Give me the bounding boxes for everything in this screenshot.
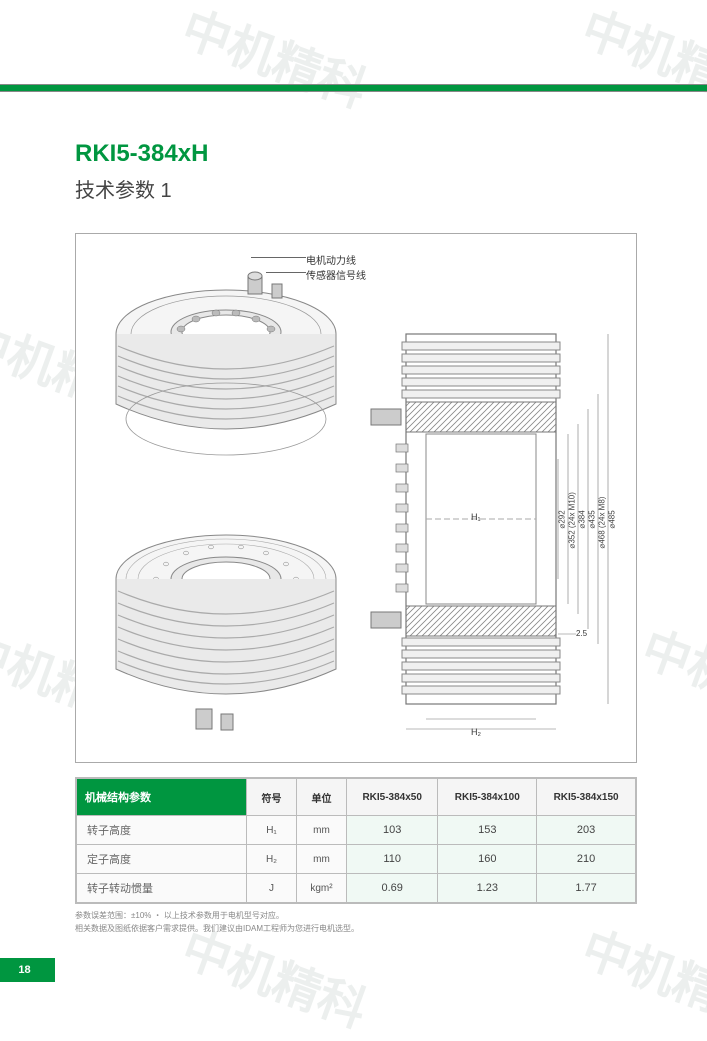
motor-iso-top [96, 254, 356, 474]
watermark: 中机精科 [574, 0, 707, 121]
table-row: 转子转动惯量 J kgm² 0.69 1.23 1.77 [77, 874, 636, 903]
motor-iso-bottom [96, 509, 356, 749]
footnote-1: 参数误差范围：±10% ・ 以上技术参数用于电机型号对应。 [75, 910, 637, 921]
row-val: 210 [537, 845, 636, 874]
col-model-1: RKI5-384x100 [438, 779, 537, 816]
footnote-2: 相关数据及图纸依据客户需求提供。我们建议由IDAM工程师为您进行电机选型。 [75, 923, 637, 934]
dim-435: ⌀435 [588, 510, 597, 528]
dim-485: ⌀485 [608, 510, 617, 528]
page-title: RKI5-384xH [75, 140, 637, 168]
row-val: 1.77 [537, 874, 636, 903]
dim-h2: H₂ [471, 727, 481, 737]
dim-384: ⌀384 [578, 510, 587, 528]
dim-gap: 2.5 [576, 629, 587, 638]
col-model-2: RKI5-384x150 [537, 779, 636, 816]
row-label: 转子高度 [77, 816, 247, 845]
dim-h1: H₁ [471, 512, 481, 522]
spec-table: 机械结构参数 符号 单位 RKI5-384x50 RKI5-384x100 RK… [75, 777, 637, 904]
row-symbol: H₁ [247, 816, 297, 845]
row-val: 110 [347, 845, 438, 874]
dim-352: ⌀352 (24x M10) [568, 492, 577, 548]
table-row: 转子高度 H₁ mm 103 153 203 [77, 816, 636, 845]
row-unit: mm [297, 816, 347, 845]
row-symbol: J [247, 874, 297, 903]
row-unit: kgm² [297, 874, 347, 903]
row-val: 160 [438, 845, 537, 874]
dim-468: ⌀468 (24x M8) [598, 497, 607, 549]
table-row: 定子高度 H₂ mm 110 160 210 [77, 845, 636, 874]
page-number: 18 [0, 958, 55, 982]
col-model-0: RKI5-384x50 [347, 779, 438, 816]
col-symbol: 符号 [247, 779, 297, 816]
page-subtitle: 技术参数 1 [75, 174, 637, 203]
row-val: 1.23 [438, 874, 537, 903]
dim-292: ⌀292 [558, 510, 567, 528]
row-symbol: H₂ [247, 845, 297, 874]
row-label: 定子高度 [77, 845, 247, 874]
watermark: 中机精科 [634, 609, 707, 740]
top-accent-bar [0, 84, 707, 92]
col-unit: 单位 [297, 779, 347, 816]
row-val: 0.69 [347, 874, 438, 903]
row-val: 153 [438, 816, 537, 845]
row-label: 转子转动惯量 [77, 874, 247, 903]
row-val: 203 [537, 816, 636, 845]
watermark: 中机精科 [174, 0, 378, 121]
row-unit: mm [297, 845, 347, 874]
row-val: 103 [347, 816, 438, 845]
technical-diagram: 电机动力线 传感器信号线 [75, 233, 637, 763]
section-header: 机械结构参数 [77, 779, 247, 816]
